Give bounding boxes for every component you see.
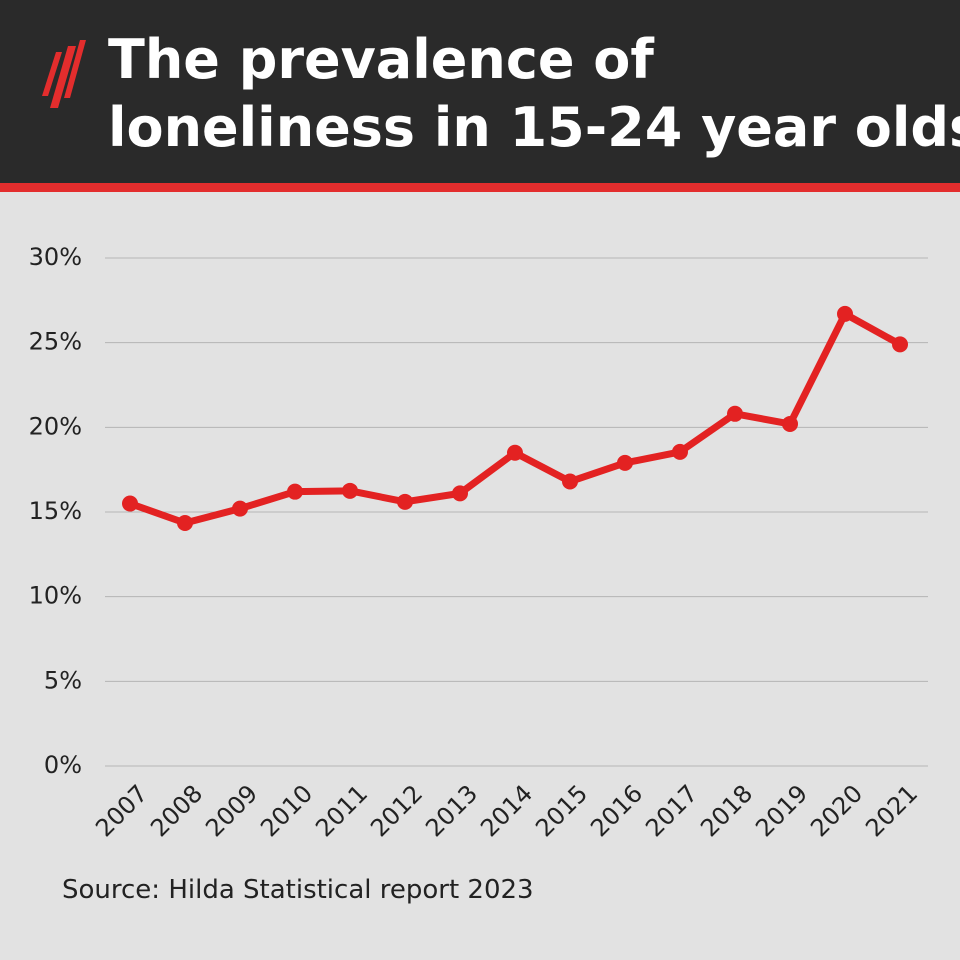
data-point [617, 454, 633, 471]
data-point [562, 473, 578, 490]
data-point [452, 485, 468, 502]
data-point [177, 515, 193, 532]
y-tick-label: 25% [29, 328, 82, 356]
data-point [122, 495, 138, 512]
y-tick-label: 0% [44, 751, 82, 779]
chart-title-line: loneliness in 15-24 year olds [108, 96, 960, 159]
data-point [287, 483, 303, 500]
data-point [727, 405, 743, 422]
y-tick-label: 10% [29, 582, 82, 610]
y-tick-label: 30% [29, 243, 82, 271]
header-rule [0, 183, 960, 192]
y-tick-label: 5% [44, 666, 82, 694]
data-point [342, 482, 358, 499]
data-point [892, 336, 908, 353]
y-tick-label: 20% [29, 412, 82, 440]
data-point [782, 415, 798, 432]
logo [42, 40, 86, 108]
header [0, 0, 960, 183]
data-point [837, 305, 853, 322]
data-point [397, 493, 413, 510]
data-point [507, 444, 523, 461]
chart-title-line: The prevalence of [108, 28, 654, 91]
data-point [672, 443, 688, 460]
y-tick-label: 15% [29, 497, 82, 525]
source-note: Source: Hilda Statistical report 2023 [62, 875, 534, 905]
data-point [232, 500, 248, 517]
